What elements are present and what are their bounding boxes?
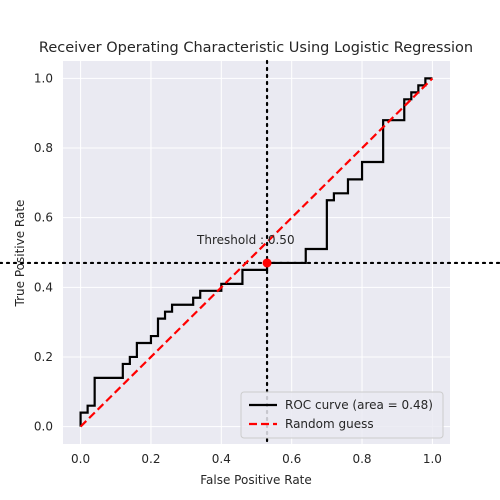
- y-tick-label: 0.6: [34, 211, 53, 225]
- legend-box: [240, 391, 444, 439]
- x-tick-label: 0.6: [282, 452, 301, 466]
- x-tick-label: 0.0: [71, 452, 90, 466]
- legend-label: Random guess: [285, 417, 374, 431]
- x-tick-label: 0.2: [141, 452, 160, 466]
- series-layer: [0, 59, 500, 446]
- roc-curve-line: [79, 77, 433, 427]
- y-tick-label: 0.4: [34, 280, 53, 294]
- y-tick-label: 0.2: [34, 350, 53, 364]
- random-guess-line: [79, 77, 434, 428]
- x-tick-label: 1.0: [423, 452, 442, 466]
- x-axis-label: False Positive Rate: [200, 473, 312, 487]
- threshold-annotation: Threshold : 0.50: [196, 233, 295, 247]
- y-tick-label: 0.0: [34, 420, 53, 434]
- y-axis-label: True Positive Rate: [13, 200, 27, 308]
- threshold-marker: [262, 258, 272, 268]
- y-tick-label: 0.8: [34, 141, 53, 155]
- tick-labels: 0.0 0.2 0.4 0.6 0.8 1.0 0.0 0.2 0.4 0.6 0.8 1.0: [34, 71, 442, 466]
- legend: ROC curve (area = 0.48) Random guess: [240, 391, 444, 439]
- legend-label: ROC curve (area = 0.48): [285, 398, 433, 412]
- chart-title: Receiver Operating Characteristic Using …: [39, 40, 473, 56]
- x-tick-label: 0.4: [212, 452, 231, 466]
- y-tick-label: 1.0: [34, 71, 53, 85]
- x-tick-label: 0.8: [352, 452, 371, 466]
